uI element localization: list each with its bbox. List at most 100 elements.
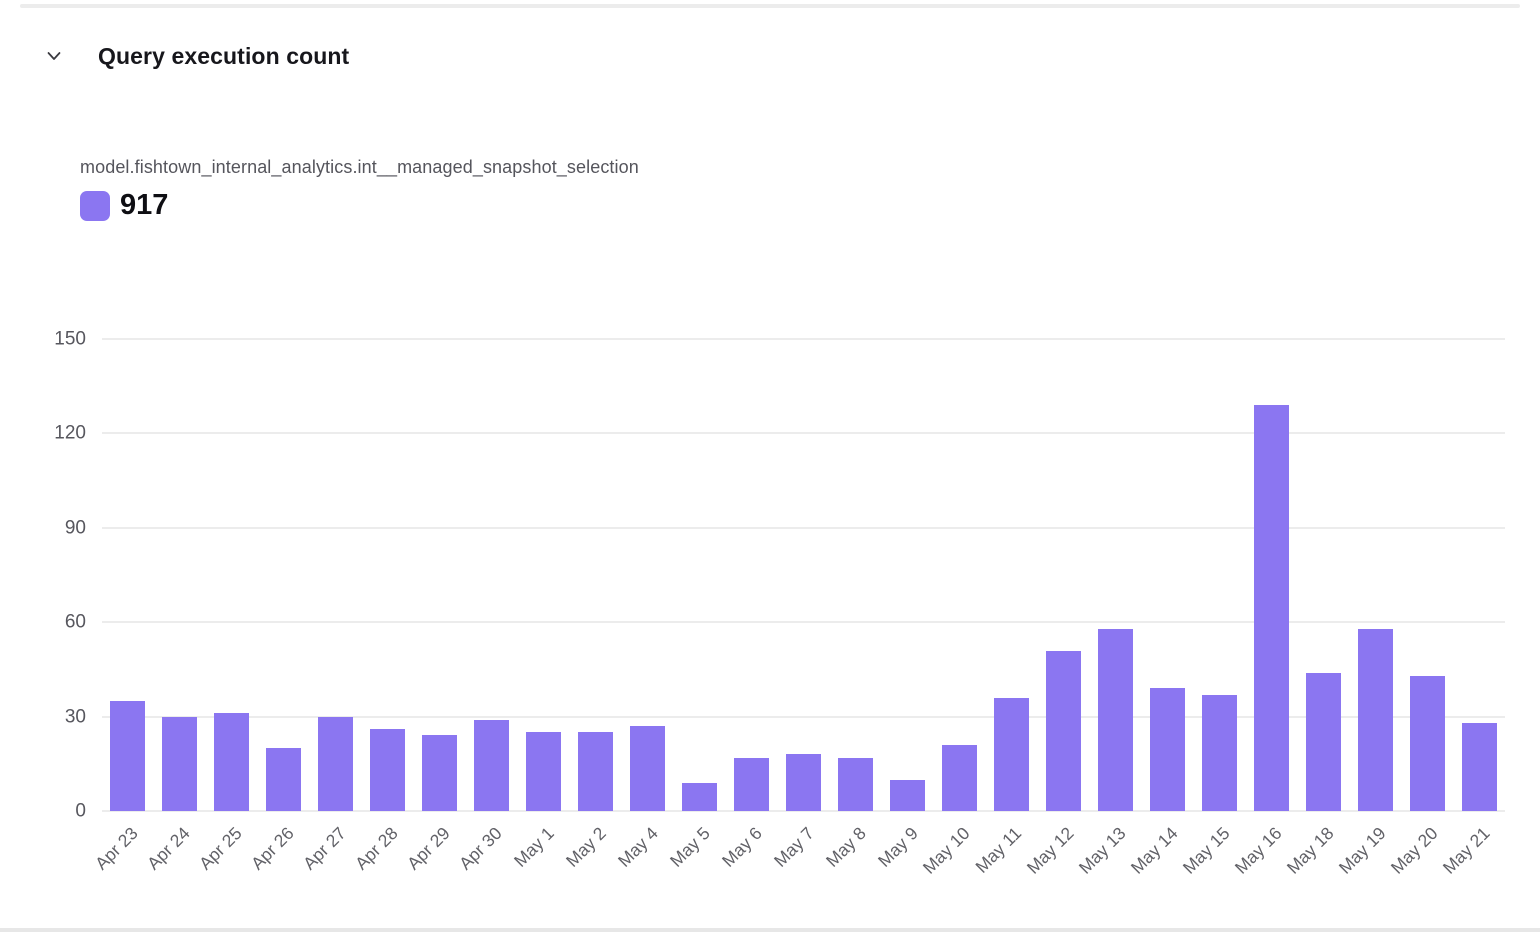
bar-may-4[interactable] [630, 726, 666, 811]
plot-gridlines [102, 338, 1505, 812]
bar-may-16[interactable] [1253, 405, 1289, 811]
y-tick-label-90: 90 [64, 517, 86, 539]
x-tick-label: May 11 [971, 823, 1026, 877]
bar-slot: May 18 [1283, 339, 1349, 878]
bar-may-9[interactable] [890, 779, 926, 811]
y-tick-label-30: 30 [64, 706, 86, 728]
x-tick-label: May 18 [1282, 823, 1338, 878]
legend-series-name: model.fishtown_internal_analytics.int__m… [80, 157, 639, 177]
bar-slot: May 14 [1127, 339, 1193, 878]
bar-slot: May 20 [1387, 339, 1453, 878]
bar-slot: Apr 30 [455, 339, 518, 874]
bar-may-8[interactable] [838, 757, 874, 811]
gridline-90 [102, 526, 1505, 529]
bar-apr-28[interactable] [370, 729, 406, 811]
legend-item[interactable]: 917 [80, 189, 639, 222]
collapse-section-button[interactable] [42, 44, 66, 68]
x-tick-label: Apr 24 [143, 823, 195, 874]
bar-slot: May 11 [972, 339, 1037, 877]
gridline-30 [102, 715, 1505, 718]
bar-slot: May 12 [1023, 339, 1089, 878]
bar-may-6[interactable] [734, 757, 770, 811]
bar-may-12[interactable] [1045, 650, 1081, 811]
bar-may-13[interactable] [1097, 628, 1133, 811]
bar-slot: Apr 23 [92, 339, 154, 874]
x-tick-label: May 4 [613, 823, 662, 871]
x-tick-label: May 7 [769, 823, 818, 871]
y-tick-label-120: 120 [54, 422, 86, 444]
gridline-0 [102, 810, 1505, 812]
bar-may-18[interactable] [1305, 672, 1341, 811]
x-tick-label: May 15 [1178, 823, 1234, 878]
gridline-150 [102, 338, 1505, 340]
bar-slot: Apr 28 [351, 339, 414, 874]
gridline-120 [102, 432, 1505, 435]
x-tick-label: May 9 [873, 823, 922, 871]
x-tick-label: May 21 [1438, 823, 1494, 878]
bar-slot: May 9 [874, 339, 934, 871]
x-tick-label: May 20 [1386, 823, 1442, 878]
bar-slot: May 8 [822, 339, 882, 871]
bar-may-11[interactable] [993, 697, 1029, 811]
y-tick-label-150: 150 [54, 328, 86, 350]
x-tick-label: May 16 [1230, 823, 1286, 878]
bar-slot: May 10 [919, 339, 986, 878]
bar-apr-25[interactable] [214, 713, 250, 811]
x-tick-label: May 10 [918, 823, 974, 878]
bar-slot: May 7 [770, 339, 830, 871]
bar-may-7[interactable] [786, 754, 822, 811]
bar-slot: Apr 29 [403, 339, 466, 874]
bar-apr-26[interactable] [266, 748, 302, 811]
x-tick-label: May 2 [562, 823, 610, 871]
x-tick-label: Apr 28 [351, 823, 402, 874]
y-tick-label-60: 60 [64, 611, 86, 633]
bottom-divider [0, 928, 1540, 932]
bar-slot: Apr 25 [195, 339, 258, 874]
bar-slot: May 13 [1075, 339, 1141, 878]
x-tick-label: Apr 23 [91, 823, 143, 874]
x-tick-label: Apr 30 [455, 823, 506, 874]
bar-slot: May 16 [1231, 339, 1297, 878]
bar-series: Apr 23 Apr 24 Apr 25 Apr 26 Apr 27 Apr 28 Apr … [92, 339, 1505, 878]
top-divider [20, 4, 1520, 8]
bar-slot: May 21 [1439, 339, 1505, 878]
bar-may-15[interactable] [1201, 694, 1237, 811]
bar-slot: May 4 [614, 339, 674, 871]
chart-legend: model.fishtown_internal_analytics.int__m… [80, 157, 639, 222]
bar-may-10[interactable] [941, 744, 977, 811]
bar-may-2[interactable] [578, 732, 614, 811]
bar-may-1[interactable] [526, 732, 562, 811]
bar-apr-23[interactable] [110, 700, 146, 811]
x-tick-label: Apr 27 [299, 823, 351, 874]
x-tick-label: May 13 [1074, 823, 1130, 878]
x-tick-label: May 5 [665, 823, 714, 871]
bar-apr-29[interactable] [422, 735, 458, 811]
bar-apr-24[interactable] [162, 716, 198, 811]
x-tick-label: May 12 [1022, 823, 1078, 878]
bar-slot: May 2 [562, 339, 622, 871]
bar-slot: May 6 [718, 339, 778, 871]
bar-may-19[interactable] [1357, 628, 1393, 811]
bar-slot: May 15 [1179, 339, 1245, 878]
plot-area: Apr 23 Apr 24 Apr 25 Apr 26 Apr 27 Apr 28 Apr … [92, 338, 1505, 878]
bar-slot: May 5 [666, 339, 726, 871]
bar-may-5[interactable] [682, 782, 718, 811]
bar-may-14[interactable] [1149, 688, 1185, 811]
bar-may-21[interactable] [1461, 722, 1497, 811]
legend-swatch [80, 190, 110, 221]
bar-may-20[interactable] [1409, 675, 1445, 811]
y-tick-label-0: 0 [75, 800, 86, 822]
bar-slot: Apr 26 [247, 339, 310, 874]
x-tick-label: Apr 26 [247, 823, 299, 874]
x-tick-label: May 14 [1126, 823, 1182, 878]
x-tick-label: May 6 [717, 823, 766, 871]
chevron-down-icon [47, 52, 61, 60]
bar-slot: May 19 [1335, 339, 1401, 878]
x-tick-label: May 19 [1334, 823, 1390, 878]
legend-total-count: 917 [120, 189, 169, 221]
x-tick-label: May 8 [821, 823, 870, 871]
bar-slot: Apr 27 [299, 339, 362, 874]
bar-apr-27[interactable] [318, 716, 354, 811]
bar-apr-30[interactable] [474, 719, 510, 811]
